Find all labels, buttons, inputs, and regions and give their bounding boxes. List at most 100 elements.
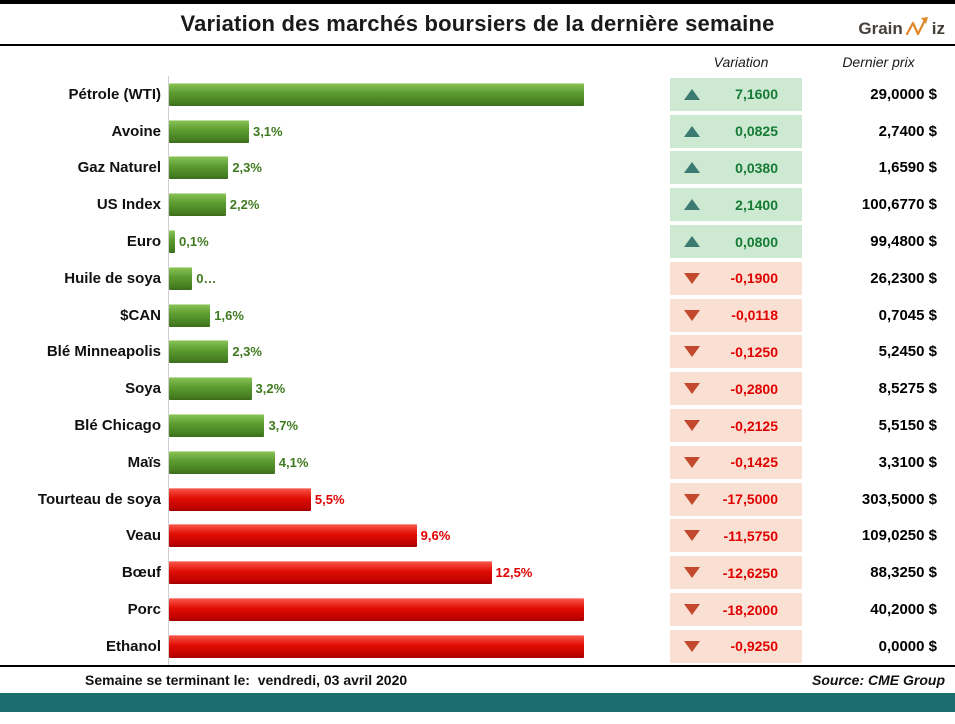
variation-value: 2,1400	[735, 196, 778, 213]
table-row: Blé Chicago 3,7% -0,2125 5,5150 $	[5, 407, 955, 444]
variation-value: -11,5750	[723, 527, 779, 544]
bar-area: 2,3%	[168, 149, 670, 187]
variation-value: 0,0380	[735, 159, 778, 176]
week-ending-date: vendredi, 03 avril 2020	[257, 671, 408, 688]
price-cell: 2,7400 $	[805, 114, 945, 148]
table-row: Pétrole (WTI) 7,1600 29,0000 $	[5, 76, 955, 113]
bar-area: 1,6%	[168, 296, 670, 334]
variation-cell: -18,2000	[670, 593, 802, 627]
price-cell: 100,6770 $	[805, 188, 945, 222]
grainwiz-logo: Grain iz	[858, 16, 945, 37]
bar-area: 12,5%	[168, 554, 670, 592]
bar-red	[169, 634, 584, 658]
category-label: Gaz Naturel	[77, 159, 161, 177]
category-label: Huile de soya	[64, 269, 161, 287]
bar-red	[169, 598, 584, 622]
category-label: $CAN	[120, 306, 161, 324]
bar-value-label: 2,2%	[229, 197, 260, 213]
table-row: Porc -18,2000 40,2000 $	[5, 591, 955, 628]
table-row: Tourteau de soya 5,5% -17,5000 303,5000 $	[5, 480, 955, 518]
triangle-down-icon	[684, 493, 700, 505]
price-cell: 5,2450 $	[805, 335, 945, 369]
bar-green	[169, 340, 229, 364]
price-cell: 0,7045 $	[805, 298, 945, 332]
table-row: Ethanol -0,9250 0,0000 $	[5, 627, 955, 665]
table-row: US Index 2,2% 2,1400 100,6770 $	[5, 186, 955, 224]
triangle-down-icon	[684, 420, 700, 432]
triangle-down-icon	[684, 604, 700, 616]
category-label: Tourteau de soya	[37, 490, 161, 508]
column-header-variation: Variation	[713, 54, 769, 70]
variation-cell: -12,6250	[670, 556, 802, 590]
bar-green	[169, 230, 175, 254]
table-row: Euro 0,1% 0,0800 99,4800 $	[5, 223, 955, 260]
variation-value: 0,0800	[735, 233, 778, 250]
table-row: Bœuf 12,5% -12,6250 88,3250 $	[5, 554, 955, 592]
bar-value-label: 3,1%	[252, 123, 283, 139]
category-label: Blé Minneapolis	[46, 343, 161, 361]
table-row: Blé Minneapolis 2,3% -0,1250 5,2450 $	[5, 333, 955, 371]
category-label: Avoine	[111, 122, 161, 140]
bar-area	[168, 591, 670, 628]
table-row: Maïs 4,1% -0,1425 3,3100 $	[5, 443, 955, 481]
title-bar: Variation des marchés boursiers de la de…	[0, 0, 955, 46]
bar-area	[168, 76, 670, 113]
variation-value: -12,6250	[722, 564, 778, 581]
variation-cell: -0,2125	[670, 409, 802, 443]
variation-value: 0,0825	[735, 123, 778, 140]
category-label: Maïs	[127, 453, 161, 471]
price-cell: 5,5150 $	[805, 409, 945, 443]
bar-area: 0,1%	[168, 223, 670, 260]
table-row: Avoine 3,1% 0,0825 2,7400 $	[5, 112, 955, 150]
variation-cell: 0,0380	[670, 151, 802, 185]
price-cell: 109,0250 $	[805, 519, 945, 553]
variation-cell: -11,5750	[670, 519, 802, 553]
price-cell: 3,3100 $	[805, 445, 945, 479]
triangle-up-icon	[684, 236, 700, 248]
table-row: $CAN 1,6% -0,0118 0,7045 $	[5, 296, 955, 334]
triangle-down-icon	[684, 567, 700, 579]
table-row: Gaz Naturel 2,3% 0,0380 1,6590 $	[5, 149, 955, 187]
bar-value-label: 2,3%	[232, 160, 262, 176]
bar-area: 2,3%	[168, 333, 670, 371]
bar-area: 5,5%	[168, 480, 670, 518]
bar-value-label: 3,2%	[255, 381, 286, 397]
variation-cell: -0,1425	[670, 445, 802, 479]
bar-area: 3,7%	[168, 407, 670, 444]
variation-cell: -0,2800	[670, 372, 802, 406]
bar-value-label: 3,7%	[268, 418, 299, 434]
week-ending-label: Semaine se terminant le:	[85, 671, 250, 688]
bar-green	[169, 303, 211, 327]
bar-area: 3,1%	[168, 112, 670, 150]
variation-value: -18,2000	[722, 601, 778, 618]
bar-area	[168, 627, 670, 665]
variation-value: -0,9250	[730, 638, 778, 655]
bar-area: 0…	[168, 259, 670, 297]
triangle-up-icon	[684, 162, 700, 174]
bar-value-label: 2,3%	[232, 344, 262, 360]
bar-value-label: 12,5%	[495, 565, 533, 581]
footer: Semaine se terminant le: vendredi, 03 av…	[0, 664, 955, 693]
bar-value-label: 5,5%	[314, 491, 345, 507]
triangle-down-icon	[684, 640, 700, 652]
category-label: Bœuf	[121, 564, 161, 582]
week-ending-text: Semaine se terminant le: vendredi, 03 av…	[85, 672, 407, 688]
bar-area: 3,2%	[168, 370, 670, 408]
bar-value-label: 9,6%	[420, 528, 451, 544]
bar-green	[169, 156, 229, 180]
table-row: Soya 3,2% -0,2800 8,5275 $	[5, 370, 955, 408]
column-headers: Variation Dernier prix	[0, 46, 955, 76]
bar-green	[169, 266, 193, 290]
category-label: Veau	[125, 527, 161, 545]
bar-area: 2,2%	[168, 186, 670, 224]
table-row: Huile de soya 0… -0,1900 26,2300 $	[5, 259, 955, 297]
variation-value: -0,2800	[730, 380, 778, 397]
bar-green	[169, 193, 226, 217]
category-label: Ethanol	[106, 637, 161, 655]
variation-cell: -17,5000	[670, 482, 802, 516]
triangle-down-icon	[684, 383, 700, 395]
bar-value-label: 4,1%	[278, 454, 309, 470]
chart-line-w-icon	[905, 17, 928, 36]
variation-cell: -0,1250	[670, 335, 802, 369]
price-cell: 29,0000 $	[805, 77, 945, 111]
